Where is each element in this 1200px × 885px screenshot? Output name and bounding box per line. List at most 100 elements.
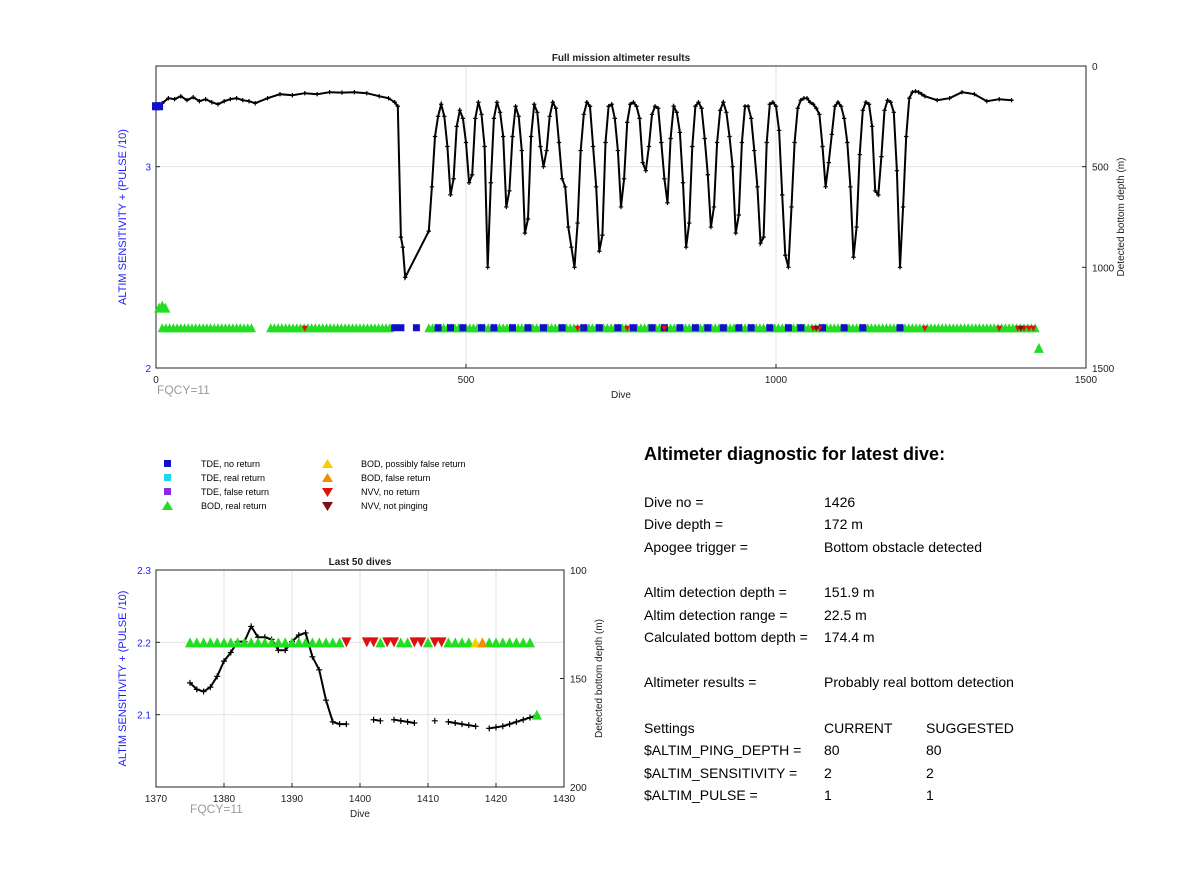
depth-point	[482, 144, 487, 149]
diag-label: Dive no =	[644, 494, 704, 510]
data-marker	[558, 324, 566, 332]
depth-point	[398, 234, 404, 240]
depth-point	[178, 94, 183, 99]
chart-title: Last 50 dives	[329, 557, 392, 568]
depth-point	[222, 99, 227, 104]
depth-point	[665, 200, 670, 206]
depth-point	[894, 168, 900, 173]
data-marker	[301, 325, 308, 332]
data-marker	[160, 302, 171, 313]
data-marker	[391, 324, 399, 332]
depth-point	[910, 89, 915, 95]
depth-point	[327, 89, 332, 95]
y2-tick-label: 100	[570, 566, 587, 577]
depth-point	[984, 99, 989, 104]
last-50-dives-chart: 1370 1380 1390 1400 1410 1420 1430 2.1 2.2 2.3 100…	[117, 557, 605, 820]
depth-point	[187, 679, 193, 686]
depth-point	[556, 140, 562, 145]
depth-point	[228, 97, 233, 102]
depth-point	[535, 110, 540, 115]
data-marker	[429, 637, 440, 648]
depth-point	[702, 136, 707, 141]
depth-point	[776, 128, 782, 133]
depth-point	[525, 216, 531, 222]
depth-point	[265, 96, 270, 101]
depth-point	[166, 96, 171, 101]
x-tick-label: 1400	[349, 794, 372, 805]
depth-point	[904, 134, 909, 139]
data-marker	[457, 637, 467, 648]
depth-point	[435, 114, 441, 119]
data-marker	[205, 637, 216, 648]
depth-point	[253, 101, 258, 106]
depth-point	[439, 102, 444, 107]
data-marker	[661, 325, 668, 332]
data-marker	[1025, 325, 1032, 332]
depth-point	[597, 249, 602, 254]
depth-point	[876, 192, 881, 198]
depth-point	[662, 176, 667, 181]
y2-tick-label: 200	[570, 783, 587, 794]
data-marker	[676, 324, 684, 332]
depth-point	[804, 96, 810, 101]
y-tick-label: 2.2	[137, 638, 151, 649]
depth-point	[947, 96, 952, 101]
data-marker	[1033, 342, 1044, 353]
depth-point	[671, 104, 676, 109]
setting-current: 1	[824, 787, 832, 803]
data-marker	[327, 637, 338, 648]
legend-label: BOD, real return	[201, 501, 267, 511]
depth-point	[400, 245, 405, 250]
data-marker	[232, 637, 243, 648]
depth-point	[431, 717, 438, 724]
depth-point	[727, 134, 732, 139]
depth-point	[795, 106, 800, 111]
data-marker	[518, 637, 529, 648]
depth-point	[590, 144, 596, 149]
data-marker	[246, 323, 256, 333]
diag-label: Altimeter results =	[644, 674, 757, 690]
depth-point	[240, 98, 245, 103]
data-marker	[280, 637, 291, 648]
data-marker	[996, 325, 1003, 332]
depth-point	[465, 722, 472, 729]
diag-value: 151.9 m	[824, 584, 875, 600]
depth-point	[513, 104, 518, 109]
depth-point	[770, 100, 776, 105]
depth-point	[184, 98, 190, 103]
data-marker	[212, 637, 223, 648]
depth-point	[761, 234, 766, 240]
data-marker	[819, 324, 826, 332]
depth-point	[352, 89, 357, 95]
depth-point	[547, 114, 552, 119]
legend-label: TDE, no return	[201, 459, 261, 469]
depth-point	[411, 719, 418, 726]
depth-point	[566, 224, 571, 230]
depth-point	[656, 106, 661, 111]
data-marker	[719, 324, 727, 332]
data-marker	[416, 637, 427, 648]
depth-point	[506, 721, 513, 728]
data-marker	[397, 324, 405, 332]
diag-value: 174.4 m	[824, 629, 875, 645]
depth-point	[200, 688, 207, 695]
data-marker	[307, 637, 318, 648]
depth-point	[457, 108, 462, 113]
settings-suggested-header: SUGGESTED	[926, 720, 1014, 736]
legend-label: NVV, not pinging	[361, 501, 428, 511]
depth-point	[426, 228, 431, 234]
depth-point	[854, 224, 859, 230]
data-marker	[840, 324, 848, 332]
data-marker	[412, 324, 420, 332]
depth-point	[575, 220, 580, 226]
diag-value: 1426	[824, 494, 856, 510]
depth-point	[863, 100, 869, 105]
depth-point	[329, 718, 336, 725]
depth-point	[563, 184, 568, 189]
depth-point	[683, 245, 689, 250]
x-axis-label: Dive	[350, 809, 370, 820]
y-tick-label: 3	[145, 163, 151, 174]
depth-point	[553, 106, 559, 111]
depth-point	[544, 148, 549, 153]
depth-point	[888, 100, 893, 105]
